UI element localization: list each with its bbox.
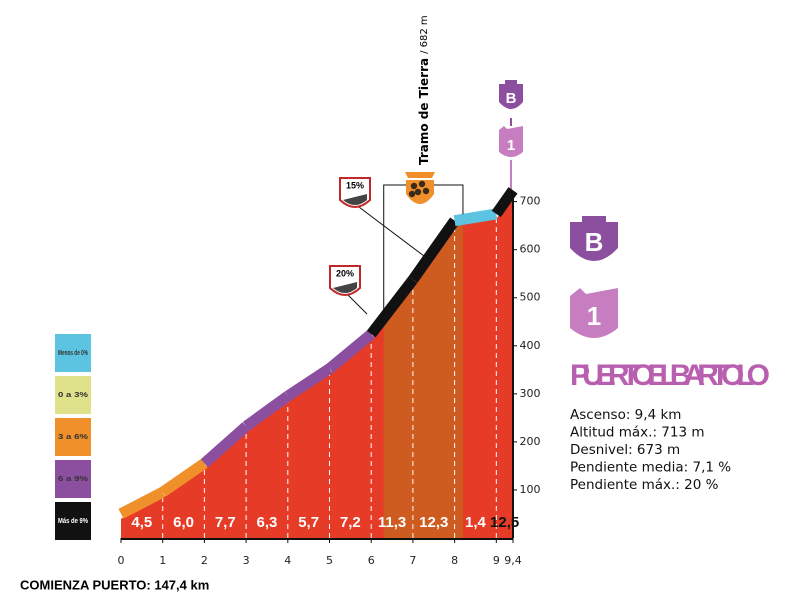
y-tick-label: 100: [520, 483, 541, 496]
stat-line: Desnivel: 673 m: [570, 442, 680, 458]
dirt-icon-stone: [408, 190, 416, 198]
callout-line: [344, 291, 368, 315]
badge-text: B: [506, 90, 517, 107]
gradient-band: [118, 487, 166, 519]
gradient-band: [159, 458, 208, 497]
gradient-label: 12,3: [419, 514, 448, 531]
stat-line: Altitud máx.: 713 m: [570, 425, 705, 441]
x-tick-label: 7: [409, 554, 416, 567]
dirt-label-name: Tramo de Tierra: [417, 58, 431, 165]
gradient-label: 12,5: [490, 514, 519, 531]
badge-text: B: [585, 227, 604, 257]
x-tick-label: 4: [284, 554, 291, 567]
legend-label: 6 a 9%: [58, 476, 89, 483]
gradient-band: [325, 329, 375, 373]
x-tick-label: 0: [118, 554, 125, 567]
dirt-label: Tramo de Tierra / 682 m: [417, 15, 431, 165]
gradient-label: 7,7: [215, 514, 236, 531]
y-tick-label: 700: [520, 195, 541, 208]
legend-label: Menos de 0%: [58, 350, 89, 357]
gradient-band: [491, 187, 518, 218]
stat-line: Pendiente máx.: 20 %: [570, 477, 719, 493]
gradient-label: 5,7: [298, 514, 319, 531]
stat-line: Ascenso: 9,4 km: [570, 407, 681, 423]
dirt-icon: [405, 172, 435, 204]
x-tick-label: 6: [368, 554, 375, 567]
x-tick-label: 3: [243, 554, 250, 567]
y-tick-label: 500: [520, 291, 541, 304]
category-badge: 1: [570, 288, 618, 338]
callout-icon: [333, 282, 357, 293]
x-tick-label: 1: [159, 554, 166, 567]
gradient-band: [284, 364, 333, 401]
legend-swatch: [55, 502, 91, 540]
legend-swatch: [55, 334, 91, 372]
x-tick-label: 9,4: [504, 554, 522, 567]
legend-label: Más de 9%: [58, 518, 89, 525]
legend-swatch: [55, 376, 91, 414]
x-tick-label: 9: [493, 554, 500, 567]
legend-swatch: [55, 460, 91, 498]
category-badge: B: [570, 216, 618, 261]
x-tick-label: 2: [201, 554, 208, 567]
gradient-band: [242, 391, 292, 431]
y-tick-label: 600: [520, 243, 541, 256]
callout-line: [354, 203, 425, 257]
gradient-label: 4,5: [131, 514, 152, 531]
dirt-icon-stone: [422, 187, 430, 195]
callout-label: 20%: [336, 268, 354, 278]
gradient-band: [366, 276, 418, 338]
gradient-label: 7,2: [340, 514, 361, 531]
gradient-label: 1,4: [465, 514, 487, 531]
dirt-label-alt: / 682 m: [419, 15, 430, 54]
gradient-label: 11,3: [378, 514, 406, 531]
y-tick-label: 300: [520, 387, 541, 400]
legend-swatch: [55, 418, 91, 456]
gradient-label: 6,0: [173, 514, 194, 531]
gradient-band: [408, 217, 460, 283]
start-label: COMIENZA PUERTO: 147,4 km: [20, 577, 209, 592]
y-tick-label: 200: [520, 435, 541, 448]
stat-line: Pendiente media: 7,1 %: [570, 460, 731, 476]
x-tick-label: 5: [326, 554, 333, 567]
y-tick-label: 400: [520, 339, 541, 352]
summit-badge: [499, 80, 523, 109]
dirt-icon-stone: [414, 188, 422, 196]
dirt-icon-stone: [418, 180, 426, 188]
badge-text: 1: [507, 137, 515, 154]
badge-text: 1: [587, 301, 601, 331]
gradient-band: [453, 208, 498, 227]
callout-label: 15%: [346, 180, 364, 190]
gradient-band: [200, 422, 250, 468]
legend-label: 3 a 6%: [58, 434, 89, 441]
dirt-icon-stone: [410, 182, 418, 190]
gradient-label: 6,3: [257, 514, 278, 531]
legend-label: 0 a 3%: [58, 392, 89, 399]
climb-title: PUERTO EL BARTOLO: [570, 359, 770, 392]
x-tick-label: 8: [451, 554, 458, 567]
dirt-section: [383, 224, 463, 538]
summit-badge: [499, 126, 523, 157]
callout-icon: [343, 194, 367, 205]
